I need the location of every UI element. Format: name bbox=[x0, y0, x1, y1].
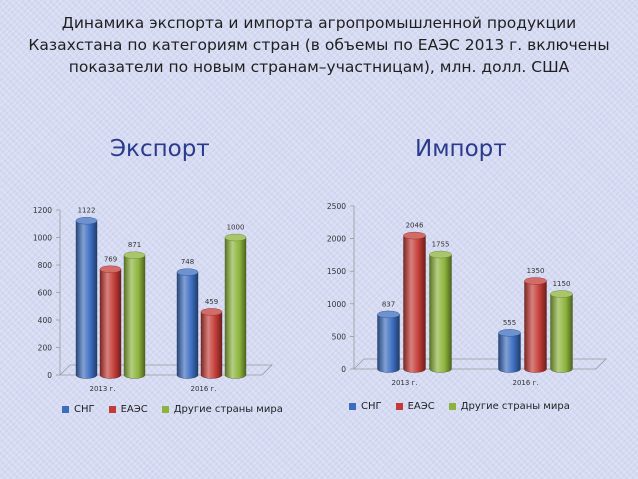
import-data-label: 555 bbox=[503, 319, 516, 327]
export-bar bbox=[99, 265, 122, 379]
export-ytick-label: 1200 bbox=[33, 206, 52, 215]
import-ytick-label: 1500 bbox=[327, 267, 346, 276]
import-bar bbox=[524, 277, 547, 373]
export-ytick-label: 400 bbox=[38, 316, 53, 325]
import-data-label: 1350 bbox=[527, 267, 545, 275]
export-legend-label: ЕАЭС bbox=[120, 404, 148, 415]
import-legend-item: Другие страны мира bbox=[448, 401, 570, 412]
export-bar bbox=[224, 233, 247, 379]
export-legend-label: Другие страны мира bbox=[173, 404, 283, 415]
export-ytick-label: 600 bbox=[38, 289, 53, 298]
import-ytick-label: 0 bbox=[341, 365, 346, 374]
export-legend-label: СНГ bbox=[74, 404, 95, 415]
export-legend-item: ЕАЭС bbox=[108, 404, 148, 415]
import-legend: СНГ ЕАЭС Другие страны мира bbox=[349, 401, 570, 412]
import-ytick-label: 1000 bbox=[327, 300, 346, 309]
import-data-label: 1150 bbox=[553, 280, 571, 288]
slide-title: Динамика экспорта и импорта агропромышле… bbox=[28, 14, 610, 76]
export-chart: 0 200 400 600 800 1000 1200 1122 769 871 2013 г. 74… bbox=[33, 206, 273, 393]
import-category-label: 2016 г. bbox=[513, 379, 539, 387]
export-data-label: 1000 bbox=[227, 224, 245, 232]
export-legend-swatch bbox=[62, 406, 69, 413]
export-ytick-label: 1000 bbox=[33, 234, 52, 243]
import-data-label: 837 bbox=[382, 300, 395, 308]
export-bar bbox=[200, 308, 223, 379]
import-data-label: 1755 bbox=[432, 241, 450, 249]
import-data-label: 2046 bbox=[406, 222, 424, 230]
import-legend-swatch bbox=[448, 403, 456, 410]
export-bar bbox=[176, 268, 199, 379]
export-ytick-label: 800 bbox=[38, 261, 53, 270]
export-ytick-label: 0 bbox=[47, 371, 52, 380]
export-data-label: 748 bbox=[181, 258, 194, 266]
export-legend: СНГ ЕАЭС Другие страны мира bbox=[62, 404, 283, 415]
import-chart: 0 500 1000 1500 2000 2500 837 2046 1755 2013 г. 55… bbox=[327, 202, 607, 387]
export-data-label: 769 bbox=[104, 255, 117, 263]
export-ytick-label: 200 bbox=[38, 344, 53, 353]
import-bar bbox=[377, 310, 400, 373]
export-legend-swatch bbox=[161, 406, 169, 413]
import-legend-label: Другие страны мира bbox=[460, 401, 570, 412]
import-ytick-label: 500 bbox=[332, 332, 347, 341]
export-category-label: 2013 г. bbox=[90, 385, 116, 393]
import-bar bbox=[498, 329, 521, 373]
export-legend-item: Другие страны мира bbox=[161, 404, 283, 415]
import-ytick-label: 2000 bbox=[327, 235, 346, 244]
export-chart-title: Экспорт bbox=[110, 136, 210, 162]
import-legend-label: ЕАЭС bbox=[407, 401, 435, 412]
export-bar bbox=[123, 251, 146, 379]
import-legend-label: СНГ bbox=[361, 401, 382, 412]
import-legend-swatch bbox=[395, 403, 403, 410]
export-legend-swatch bbox=[108, 406, 116, 413]
export-legend-item: СНГ bbox=[62, 404, 95, 415]
import-bar bbox=[403, 231, 426, 373]
import-legend-item: СНГ bbox=[349, 401, 382, 412]
export-data-label: 1122 bbox=[78, 207, 96, 215]
export-data-label: 459 bbox=[205, 298, 218, 306]
export-data-label: 871 bbox=[128, 241, 141, 249]
import-chart-title: Импорт bbox=[415, 136, 507, 162]
export-category-label: 2016 г. bbox=[191, 385, 217, 393]
import-bar bbox=[429, 250, 452, 373]
export-bar bbox=[75, 217, 98, 379]
import-legend-swatch bbox=[349, 403, 356, 410]
import-bar bbox=[550, 290, 573, 373]
import-legend-item: ЕАЭС bbox=[395, 401, 435, 412]
import-ytick-label: 2500 bbox=[327, 202, 346, 211]
import-category-label: 2013 г. bbox=[392, 379, 418, 387]
